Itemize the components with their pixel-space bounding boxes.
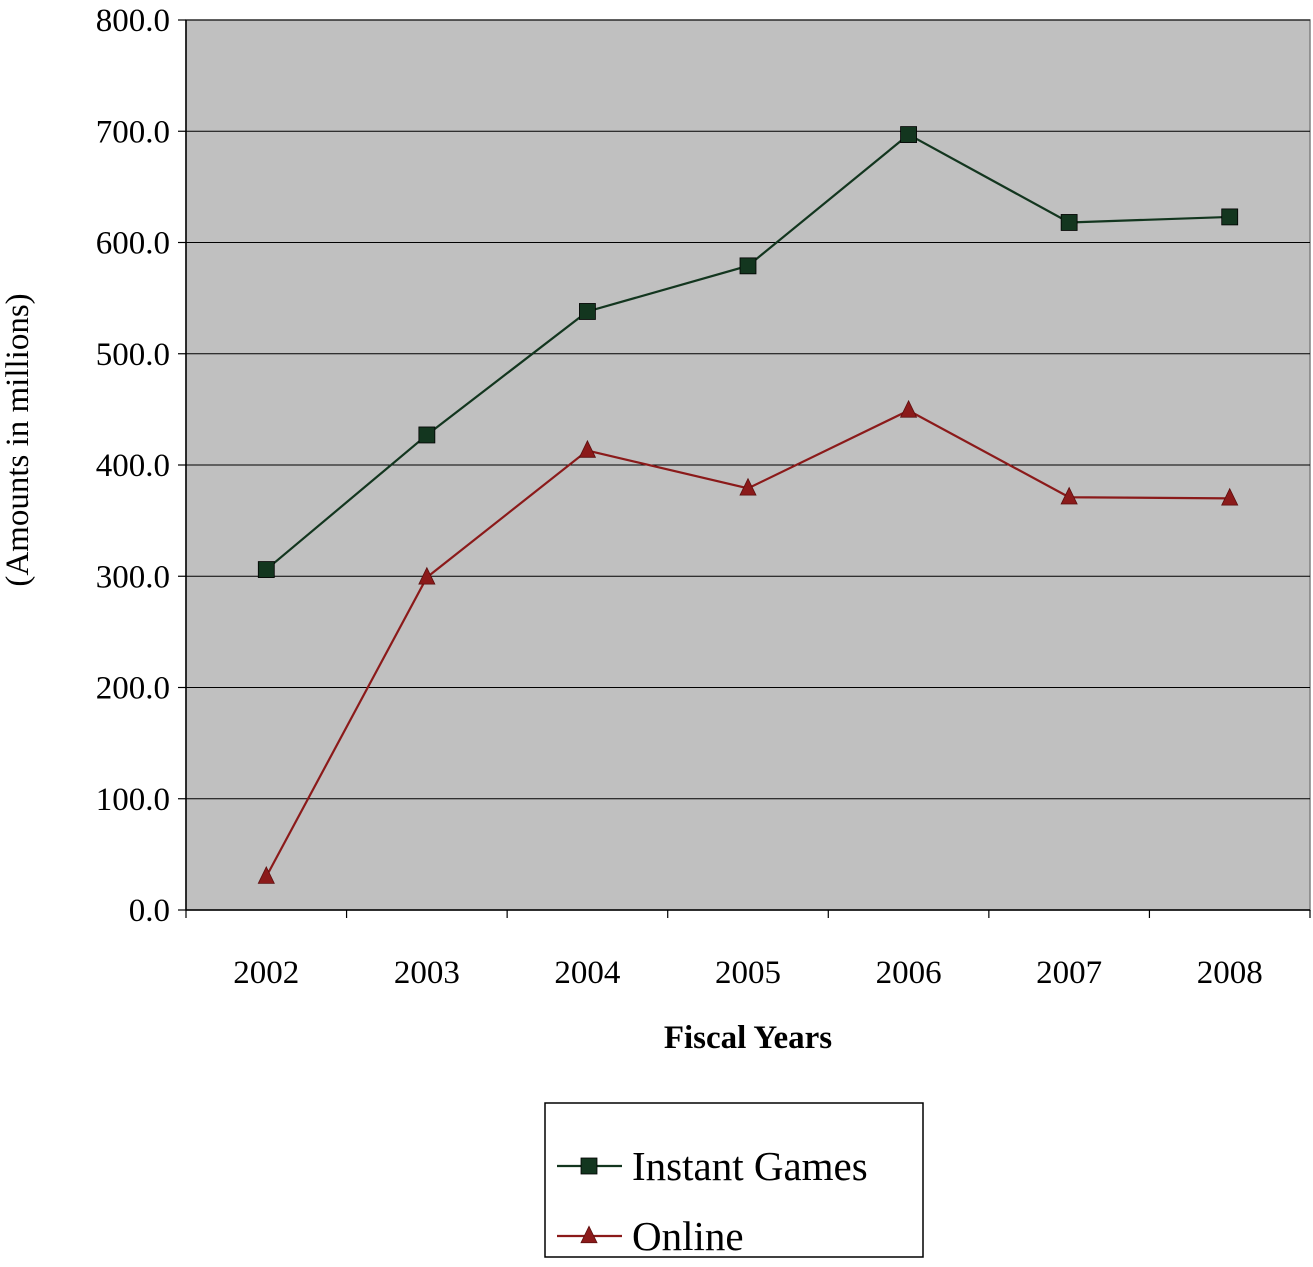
data-point xyxy=(900,126,917,143)
legend: Instant Games Online xyxy=(544,1102,924,1259)
axes xyxy=(178,19,1311,918)
series-instant-games xyxy=(257,126,1239,578)
data-point xyxy=(1221,487,1239,506)
legend-items: Instant Games Online xyxy=(557,1143,868,1259)
series-online xyxy=(257,399,1239,884)
x-tick-label: 2007 xyxy=(1036,955,1102,991)
legend-box xyxy=(544,1102,924,1258)
legend-item: Instant Games xyxy=(557,1143,868,1189)
x-axis-title: Fiscal Years xyxy=(664,1020,832,1056)
x-tick-label: 2003 xyxy=(394,955,460,991)
data-point xyxy=(578,439,597,458)
x-tick-label: 2008 xyxy=(1197,955,1263,991)
legend-label: Online xyxy=(632,1213,744,1259)
gridlines xyxy=(186,19,1310,800)
y-tick-label: 0.0 xyxy=(129,893,170,929)
y-tick-label: 400.0 xyxy=(96,448,170,484)
data-point xyxy=(1060,486,1078,505)
data-point xyxy=(739,257,757,275)
y-tick-label: 800.0 xyxy=(96,3,170,39)
data-point xyxy=(899,399,918,418)
x-tick-label: 2006 xyxy=(876,955,942,991)
y-tick-label: 600.0 xyxy=(96,226,170,262)
y-tick-labels: 0.0 100.0 200.0 300.0 400.0 500.0 600.0 700.0 80… xyxy=(96,3,170,929)
y-tick-label: 100.0 xyxy=(96,782,170,818)
data-point xyxy=(1060,214,1078,231)
y-tick-label: 300.0 xyxy=(96,559,170,595)
y-tick-label: 500.0 xyxy=(96,337,170,373)
data-point xyxy=(418,426,436,444)
data-point xyxy=(739,477,757,496)
series-group xyxy=(257,126,1239,884)
data-point xyxy=(257,561,275,578)
data-point xyxy=(579,303,596,320)
y-tick-label: 200.0 xyxy=(96,671,170,707)
y-tick-label: 700.0 xyxy=(96,114,170,150)
y-axis-title: (Amounts in millions) xyxy=(0,293,36,586)
data-point xyxy=(1221,208,1239,226)
data-point xyxy=(257,865,275,884)
x-tick-label: 2004 xyxy=(554,955,620,991)
data-point xyxy=(418,566,436,585)
legend-marker xyxy=(580,1157,598,1175)
x-tick-labels: 2002 2003 2004 2005 2006 2007 2008 xyxy=(233,955,1262,991)
legend-item: Online xyxy=(557,1213,744,1259)
x-tick-label: 2005 xyxy=(715,955,781,991)
x-tick-label: 2002 xyxy=(233,955,299,991)
legend-label: Instant Games xyxy=(632,1143,868,1189)
legend-marker xyxy=(580,1225,598,1244)
